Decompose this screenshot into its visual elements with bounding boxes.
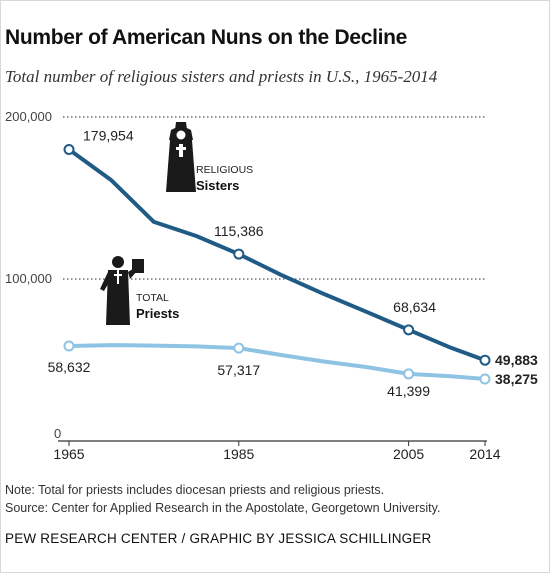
series-lines bbox=[67, 147, 487, 381]
data-points bbox=[63, 143, 491, 385]
chart-title: Number of American Nuns on the Decline bbox=[5, 26, 408, 49]
series-icons bbox=[100, 122, 196, 325]
priests-point bbox=[479, 373, 491, 385]
sisters-data-label: 68,634 bbox=[393, 299, 436, 315]
x-tick-label: 1985 bbox=[223, 446, 254, 462]
x-tick-label: 2014 bbox=[469, 446, 500, 462]
sisters-point bbox=[403, 324, 415, 336]
chart-note: Note: Total for priests includes diocesa… bbox=[5, 483, 385, 497]
priest-icon bbox=[100, 256, 144, 325]
priests-line bbox=[67, 343, 487, 381]
priests-point bbox=[403, 368, 415, 380]
credit-line: PEW RESEARCH CENTER / GRAPHIC BY JESSICA… bbox=[5, 531, 432, 546]
x-tick-label: 2005 bbox=[393, 446, 424, 462]
priests-point bbox=[63, 340, 75, 352]
priests-data-label: 41,399 bbox=[387, 383, 430, 399]
sisters-label: Sisters bbox=[196, 178, 239, 193]
data-labels: 179,954 115,386 68,634 49,883 58,632 57,317 41… bbox=[48, 127, 538, 398]
sisters-data-label: 49,883 bbox=[495, 352, 538, 368]
sisters-line bbox=[67, 147, 487, 363]
y-tick-label: 100,000 bbox=[5, 271, 52, 286]
y-tick-label: 0 bbox=[54, 426, 61, 441]
sisters-point bbox=[63, 143, 75, 155]
sisters-data-label: 179,954 bbox=[83, 127, 134, 143]
series-labels: RELIGIOUS Sisters TOTAL Priests bbox=[136, 164, 253, 321]
sisters-data-label: 115,386 bbox=[214, 223, 264, 239]
credit-byline: GRAPHIC BY JESSICA SCHILLINGER bbox=[189, 531, 432, 546]
priests-label-top: TOTAL bbox=[136, 292, 169, 304]
sisters-point bbox=[479, 354, 491, 366]
priests-label: Priests bbox=[136, 306, 179, 321]
axes: 0 100,000 200,000 1965 1985 2005 2014 bbox=[5, 109, 501, 462]
credit-org: PEW RESEARCH CENTER bbox=[5, 531, 178, 546]
credit-separator: / bbox=[177, 531, 190, 546]
priests-data-label: 58,632 bbox=[48, 359, 91, 375]
priests-data-label: 38,275 bbox=[495, 371, 538, 387]
priests-data-label: 57,317 bbox=[217, 362, 260, 378]
chart-subtitle: Total number of religious sisters and pr… bbox=[5, 67, 438, 86]
y-tick-label: 200,000 bbox=[5, 109, 52, 124]
sisters-label-top: RELIGIOUS bbox=[196, 164, 253, 176]
priests-point bbox=[233, 342, 245, 354]
nun-icon bbox=[166, 122, 196, 192]
x-tick-label: 1965 bbox=[53, 446, 84, 462]
sisters-point bbox=[233, 248, 245, 260]
line-chart: 0 100,000 200,000 1965 1985 2005 2014 RELIGIOU… bbox=[5, 109, 538, 462]
chart-source: Source: Center for Applied Research in t… bbox=[5, 501, 441, 515]
